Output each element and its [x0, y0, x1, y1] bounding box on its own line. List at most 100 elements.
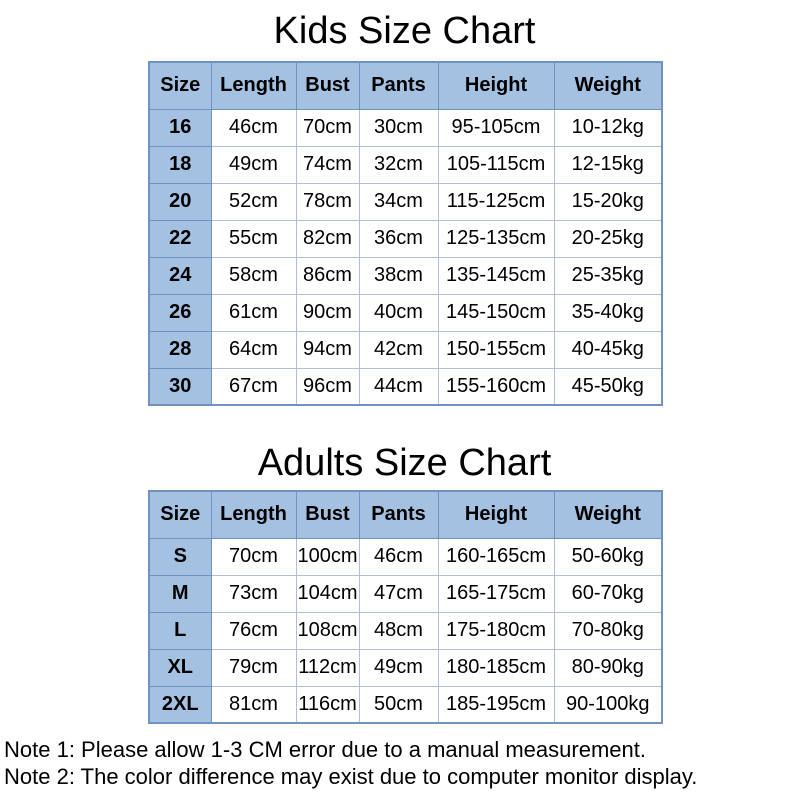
table-row: 30 67cm 96cm 44cm 155-160cm 45-50kg: [148, 367, 663, 406]
table-row: 20 52cm 78cm 34cm 115-125cm 15-20kg: [148, 182, 663, 221]
measurement-cell: 135-145cm: [437, 256, 555, 295]
measurement-cell: 48cm: [358, 611, 439, 650]
column-header: Height: [437, 490, 555, 539]
measurement-cell: 15-20kg: [553, 182, 663, 221]
measurement-cell: 32cm: [358, 145, 439, 184]
measurement-cell: 67cm: [210, 367, 297, 406]
table-row: 28 64cm 94cm 42cm 150-155cm 40-45kg: [148, 330, 663, 369]
table-row: M 73cm 104cm 47cm 165-175cm 60-70kg: [148, 574, 663, 613]
measurement-cell: 60-70kg: [553, 574, 663, 613]
size-label-cell: 26: [148, 293, 212, 332]
measurement-cell: 95-105cm: [437, 108, 555, 147]
kids-size-chart-section: Kids Size Chart Size Length Bust Pants Heigh…: [148, 8, 663, 406]
measurement-cell: 42cm: [358, 330, 439, 369]
header-row: Size Length Bust Pants Height Weight: [148, 490, 663, 539]
size-label-cell: 2XL: [148, 685, 212, 724]
measurement-cell: 76cm: [210, 611, 297, 650]
size-label-cell: M: [148, 574, 212, 613]
column-header: Pants: [358, 490, 439, 539]
column-header: Weight: [553, 490, 663, 539]
adults-chart-title: Adults Size Chart: [257, 442, 552, 484]
table-row: 22 55cm 82cm 36cm 125-135cm 20-25kg: [148, 219, 663, 258]
measurement-cell: 12-15kg: [553, 145, 663, 184]
header-row: Size Length Bust Pants Height Weight: [148, 61, 663, 110]
measurement-cell: 73cm: [210, 574, 297, 613]
measurement-cell: 45-50kg: [553, 367, 663, 406]
measurement-cell: 86cm: [295, 256, 360, 295]
adults-table-body: S 70cm 100cm 46cm 160-165cm 50-60kg M 73cm 104cm…: [148, 537, 663, 724]
measurement-cell: 185-195cm: [437, 685, 555, 724]
measurement-cell: 165-175cm: [437, 574, 555, 613]
measurement-cell: 25-35kg: [553, 256, 663, 295]
measurement-cell: 94cm: [295, 330, 360, 369]
measurement-cell: 96cm: [295, 367, 360, 406]
adults-table-header: Size Length Bust Pants Height Weight: [148, 490, 663, 539]
measurement-cell: 40-45kg: [553, 330, 663, 369]
measurement-cell: 105-115cm: [437, 145, 555, 184]
size-label-cell: 22: [148, 219, 212, 258]
measurement-cell: 70cm: [210, 537, 297, 576]
note-1: Note 1: Please allow 1-3 CM error due to…: [4, 737, 646, 762]
size-label-cell: 20: [148, 182, 212, 221]
note-2: Note 2: The color difference may exist d…: [4, 764, 698, 789]
measurement-cell: 104cm: [295, 574, 360, 613]
measurement-cell: 38cm: [358, 256, 439, 295]
measurement-cell: 46cm: [358, 537, 439, 576]
measurement-cell: 49cm: [358, 648, 439, 687]
measurement-cell: 100cm: [295, 537, 360, 576]
measurement-cell: 44cm: [358, 367, 439, 406]
table-row: L 76cm 108cm 48cm 175-180cm 70-80kg: [148, 611, 663, 650]
measurement-cell: 90cm: [295, 293, 360, 332]
measurement-cell: 74cm: [295, 145, 360, 184]
table-row: 24 58cm 86cm 38cm 135-145cm 25-35kg: [148, 256, 663, 295]
measurement-cell: 175-180cm: [437, 611, 555, 650]
measurement-cell: 78cm: [295, 182, 360, 221]
measurement-cell: 155-160cm: [437, 367, 555, 406]
measurement-cell: 49cm: [210, 145, 297, 184]
measurement-cell: 79cm: [210, 648, 297, 687]
measurement-cell: 115-125cm: [437, 182, 555, 221]
size-label-cell: 18: [148, 145, 212, 184]
measurement-cell: 116cm: [295, 685, 360, 724]
measurement-cell: 35-40kg: [553, 293, 663, 332]
size-label-cell: 28: [148, 330, 212, 369]
size-label-cell: S: [148, 537, 212, 576]
measurement-cell: 64cm: [210, 330, 297, 369]
notes-section: Note 1: Please allow 1-3 CM error due to…: [4, 736, 800, 790]
column-header: Length: [210, 490, 297, 539]
measurement-cell: 61cm: [210, 293, 297, 332]
measurement-cell: 81cm: [210, 685, 297, 724]
measurement-cell: 34cm: [358, 182, 439, 221]
measurement-cell: 47cm: [358, 574, 439, 613]
measurement-cell: 30cm: [358, 108, 439, 147]
measurement-cell: 50cm: [358, 685, 439, 724]
table-row: 2XL 81cm 116cm 50cm 185-195cm 90-100kg: [148, 685, 663, 724]
column-header: Weight: [553, 61, 663, 110]
measurement-cell: 58cm: [210, 256, 297, 295]
size-label-cell: L: [148, 611, 212, 650]
measurement-cell: 70-80kg: [553, 611, 663, 650]
measurement-cell: 10-12kg: [553, 108, 663, 147]
kids-chart-title: Kids Size Chart: [273, 10, 536, 52]
measurement-cell: 150-155cm: [437, 330, 555, 369]
measurement-cell: 112cm: [295, 648, 360, 687]
column-header: Size: [148, 61, 212, 110]
kids-table-header: Size Length Bust Pants Height Weight: [148, 61, 663, 110]
measurement-cell: 46cm: [210, 108, 297, 147]
measurement-cell: 90-100kg: [553, 685, 663, 724]
size-label-cell: 16: [148, 108, 212, 147]
column-header: Pants: [358, 61, 439, 110]
column-header: Height: [437, 61, 555, 110]
table-row: 16 46cm 70cm 30cm 95-105cm 10-12kg: [148, 108, 663, 147]
measurement-cell: 52cm: [210, 182, 297, 221]
table-row: 26 61cm 90cm 40cm 145-150cm 35-40kg: [148, 293, 663, 332]
column-header: Bust: [295, 490, 360, 539]
measurement-cell: 20-25kg: [553, 219, 663, 258]
table-row: XL 79cm 112cm 49cm 180-185cm 80-90kg: [148, 648, 663, 687]
measurement-cell: 55cm: [210, 219, 297, 258]
measurement-cell: 50-60kg: [553, 537, 663, 576]
size-label-cell: 30: [148, 367, 212, 406]
measurement-cell: 145-150cm: [437, 293, 555, 332]
measurement-cell: 80-90kg: [553, 648, 663, 687]
measurement-cell: 40cm: [358, 293, 439, 332]
